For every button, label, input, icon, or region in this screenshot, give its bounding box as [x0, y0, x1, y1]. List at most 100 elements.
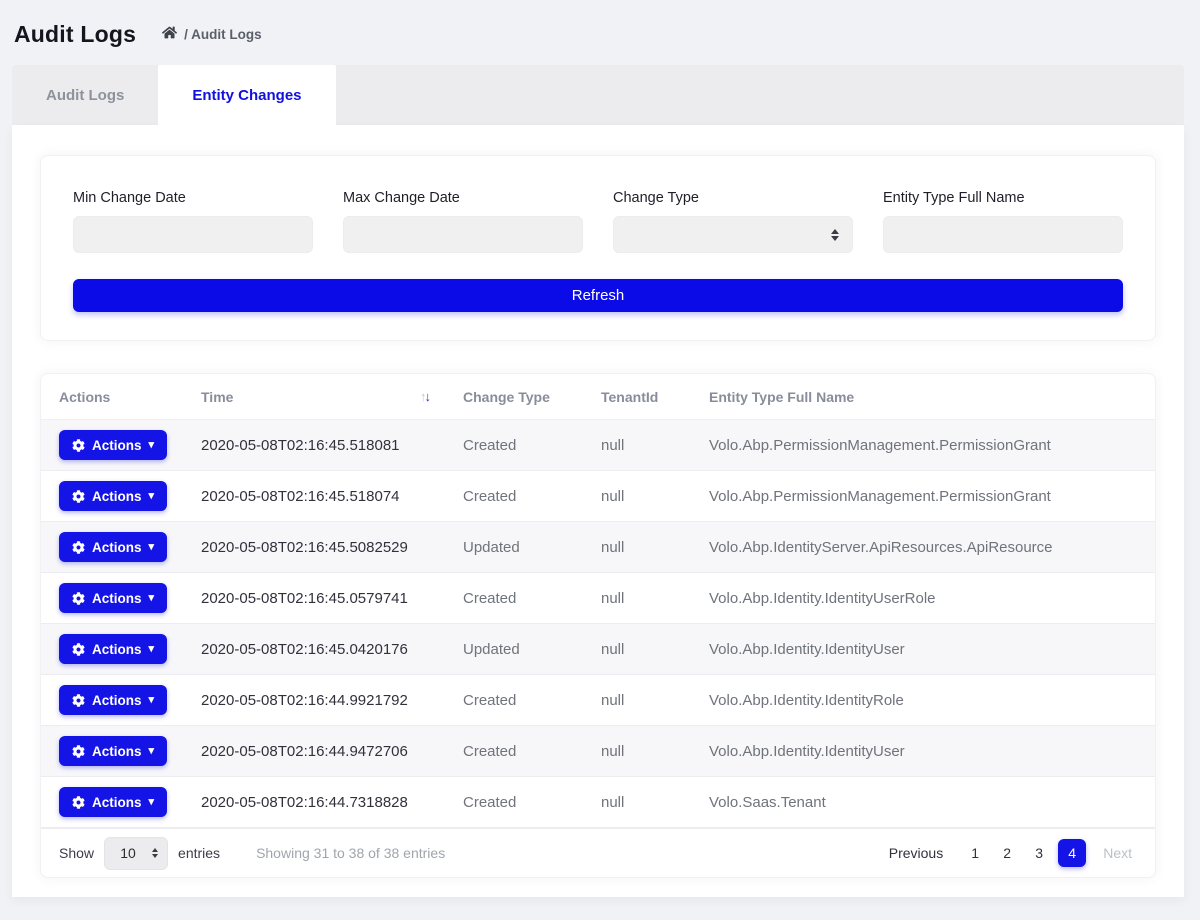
- col-header-tenant-id[interactable]: TenantId: [591, 374, 699, 420]
- filter-card: Min Change Date Max Change Date Change T…: [40, 155, 1156, 341]
- row-actions-button[interactable]: Actions ▾: [59, 481, 168, 511]
- pagination-page-3[interactable]: 3: [1035, 845, 1044, 861]
- pagination-next[interactable]: Next: [1103, 845, 1132, 861]
- gear-icon: [72, 642, 85, 656]
- showing-entries-info: Showing 31 to 38 of 38 entries: [256, 845, 446, 861]
- gear-icon: [72, 489, 85, 503]
- cell-tenant-id: null: [591, 572, 699, 624]
- gear-icon: [72, 693, 85, 707]
- row-actions-button[interactable]: Actions ▾: [59, 787, 168, 817]
- table-row: Actions ▾ 2020-05-08T02:16:45.518081 Crea…: [41, 419, 1155, 471]
- filter-label: Max Change Date: [343, 190, 460, 206]
- refresh-button[interactable]: Refresh: [73, 279, 1123, 312]
- min-change-date-input[interactable]: [73, 216, 313, 253]
- caret-down-icon: ▾: [148, 795, 155, 808]
- filter-label: Min Change Date: [73, 190, 186, 206]
- cell-time: 2020-05-08T02:16:45.518081: [191, 419, 453, 471]
- cell-change-type: Created: [453, 776, 591, 828]
- cell-change-type: Created: [453, 725, 591, 777]
- col-header-time[interactable]: Time ↑↓: [191, 374, 453, 420]
- cell-time: 2020-05-08T02:16:45.0579741: [191, 572, 453, 624]
- pagination-page-2[interactable]: 2: [1003, 845, 1012, 861]
- cell-change-type: Created: [453, 419, 591, 471]
- filter-entity-type-full-name: Entity Type Full Name: [883, 190, 1123, 253]
- entity-changes-table-card: Actions Time ↑↓ Change Type TenantId Ent…: [40, 373, 1156, 878]
- cell-tenant-id: null: [591, 623, 699, 675]
- cell-tenant-id: null: [591, 419, 699, 471]
- cell-time: 2020-05-08T02:16:45.518074: [191, 470, 453, 522]
- cell-entity-type: Volo.Abp.Identity.IdentityUser: [699, 725, 1155, 777]
- cell-change-type: Updated: [453, 623, 591, 675]
- row-actions-button[interactable]: Actions ▾: [59, 634, 168, 664]
- entity-type-full-name-input[interactable]: [883, 216, 1123, 253]
- cell-entity-type: Volo.Abp.Identity.IdentityUserRole: [699, 572, 1155, 624]
- cell-time: 2020-05-08T02:16:45.0420176: [191, 623, 453, 675]
- pagination-previous[interactable]: Previous: [888, 845, 944, 861]
- row-actions-button[interactable]: Actions ▾: [59, 736, 168, 766]
- filter-label: Change Type: [613, 190, 699, 206]
- gear-icon: [72, 591, 85, 605]
- filter-label: Entity Type Full Name: [883, 190, 1025, 206]
- cell-change-type: Created: [453, 674, 591, 726]
- col-header-actions: Actions: [41, 374, 191, 420]
- cell-entity-type: Volo.Saas.Tenant: [699, 776, 1155, 828]
- cell-tenant-id: null: [591, 674, 699, 726]
- cell-time: 2020-05-08T02:16:44.9472706: [191, 725, 453, 777]
- entries-label: entries: [178, 845, 221, 861]
- cell-time: 2020-05-08T02:16:44.7318828: [191, 776, 453, 828]
- table-header-row: Actions Time ↑↓ Change Type TenantId Ent…: [41, 374, 1155, 420]
- table-row: Actions ▾ 2020-05-08T02:16:45.518074 Crea…: [41, 470, 1155, 522]
- col-header-change-type[interactable]: Change Type: [453, 374, 591, 420]
- cell-tenant-id: null: [591, 470, 699, 522]
- gear-icon: [72, 438, 85, 452]
- cell-tenant-id: null: [591, 725, 699, 777]
- tab-entity-changes[interactable]: Entity Changes: [158, 65, 336, 125]
- cell-entity-type: Volo.Abp.PermissionManagement.Permission…: [699, 470, 1155, 522]
- table-row: Actions ▾ 2020-05-08T02:16:45.0579741 Cre…: [41, 572, 1155, 624]
- home-icon[interactable]: [162, 25, 178, 43]
- caret-down-icon: ▾: [148, 693, 155, 706]
- col-header-entity-type[interactable]: Entity Type Full Name: [699, 374, 1155, 420]
- row-actions-button[interactable]: Actions ▾: [59, 532, 168, 562]
- table-row: Actions ▾ 2020-05-08T02:16:45.0420176 Upd…: [41, 623, 1155, 675]
- page-title: Audit Logs: [14, 20, 137, 47]
- entity-changes-table: Actions Time ↑↓ Change Type TenantId Ent…: [41, 374, 1155, 828]
- change-type-select[interactable]: [613, 216, 853, 253]
- cell-change-type: Created: [453, 572, 591, 624]
- page-header: Audit Logs / Audit Logs: [0, 0, 1200, 65]
- tab-audit-logs[interactable]: Audit Logs: [46, 86, 125, 104]
- caret-down-icon: ▾: [148, 540, 155, 553]
- gear-icon: [72, 540, 85, 554]
- cell-change-type: Updated: [453, 521, 591, 573]
- max-change-date-input[interactable]: [343, 216, 583, 253]
- gear-icon: [72, 795, 85, 809]
- caret-down-icon: ▾: [148, 642, 155, 655]
- cell-entity-type: Volo.Abp.IdentityServer.ApiResources.Api…: [699, 521, 1155, 573]
- row-actions-button[interactable]: Actions ▾: [59, 583, 168, 613]
- sort-icon[interactable]: ↑↓: [420, 389, 431, 404]
- pagination-page-1[interactable]: 1: [971, 845, 980, 861]
- pagination: Previous 1 2 3 4 Next: [884, 839, 1137, 867]
- cell-entity-type: Volo.Abp.Identity.IdentityUser: [699, 623, 1155, 675]
- page-size-select[interactable]: 10: [104, 836, 169, 870]
- filter-max-change-date: Max Change Date: [343, 190, 583, 253]
- caret-down-icon: ▾: [148, 489, 155, 502]
- cell-entity-type: Volo.Abp.PermissionManagement.Permission…: [699, 419, 1155, 471]
- breadcrumb: / Audit Logs: [162, 25, 262, 43]
- gear-icon: [72, 744, 85, 758]
- tab-strip: Audit Logs Entity Changes: [12, 65, 1184, 125]
- filter-min-change-date: Min Change Date: [73, 190, 313, 253]
- table-row: Actions ▾ 2020-05-08T02:16:44.9921792 Cre…: [41, 674, 1155, 726]
- caret-down-icon: ▾: [148, 591, 155, 604]
- cell-time: 2020-05-08T02:16:44.9921792: [191, 674, 453, 726]
- row-actions-button[interactable]: Actions ▾: [59, 685, 168, 715]
- cell-time: 2020-05-08T02:16:45.5082529: [191, 521, 453, 573]
- row-actions-button[interactable]: Actions ▾: [59, 430, 168, 460]
- cell-entity-type: Volo.Abp.Identity.IdentityRole: [699, 674, 1155, 726]
- caret-down-icon: ▾: [148, 438, 155, 451]
- breadcrumb-path: / Audit Logs: [184, 26, 262, 42]
- table-row: Actions ▾ 2020-05-08T02:16:44.7318828 Cre…: [41, 776, 1155, 828]
- cell-tenant-id: null: [591, 521, 699, 573]
- pagination-page-4-active[interactable]: 4: [1058, 839, 1087, 867]
- cell-change-type: Created: [453, 470, 591, 522]
